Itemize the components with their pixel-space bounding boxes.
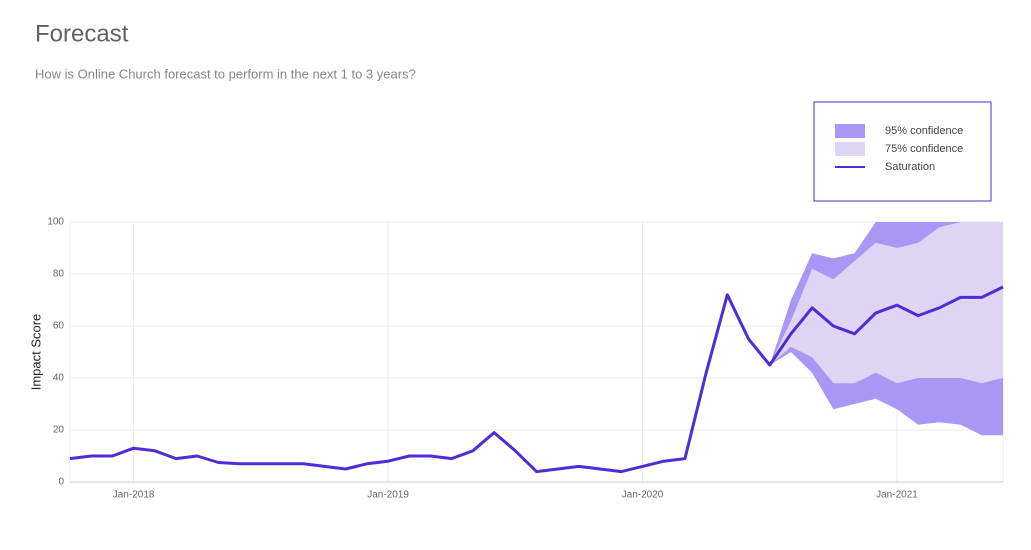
legend-swatch	[835, 124, 865, 138]
chart-title: Forecast	[35, 20, 129, 47]
x-tick-label: Jan-2020	[622, 490, 664, 501]
y-tick-label: 100	[47, 217, 64, 228]
y-axis-label: Impact Score	[28, 314, 43, 391]
y-tick-label: 40	[53, 373, 65, 384]
x-tick-label: Jan-2018	[113, 490, 155, 501]
saturation-line	[69, 285, 1004, 474]
confidence-band	[769, 222, 1003, 384]
x-tick-label: Jan-2021	[876, 490, 918, 501]
legend-label: Saturation	[885, 161, 935, 173]
y-tick-label: 20	[53, 425, 65, 436]
legend-label: 75% confidence	[885, 143, 963, 155]
x-tick-label: Jan-2019	[367, 490, 409, 501]
legend-swatch	[835, 142, 865, 156]
y-tick-label: 80	[53, 269, 65, 280]
plot-area	[69, 221, 1004, 483]
chart-subtitle: How is Online Church forecast to perform…	[35, 66, 416, 81]
legend-label: 95% confidence	[885, 125, 963, 137]
y-tick-label: 0	[58, 477, 64, 488]
y-tick-label: 60	[53, 321, 65, 332]
